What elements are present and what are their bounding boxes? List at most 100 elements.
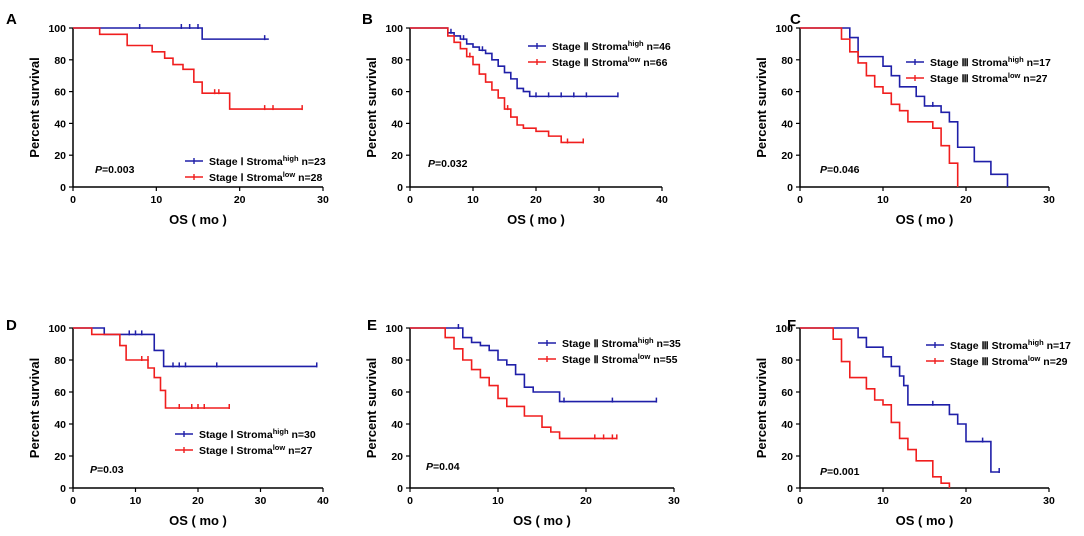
y-tick-label: 100 <box>48 23 66 35</box>
y-tick-label: 20 <box>54 451 66 463</box>
panel-c: C 0 20 40 60 80 100 0 10 20 30 OS ( mo ) Percent sur… <box>754 11 1055 227</box>
legend-label-low: Stage Ⅱ Stromalow n=55 <box>562 352 678 366</box>
y-tick-label: 80 <box>781 355 793 367</box>
legend-label-high: Stage Ⅰ Stromahigh n=30 <box>199 427 316 441</box>
x-tick-label: 20 <box>580 495 592 507</box>
y-tick-label: 100 <box>775 323 793 335</box>
x-axis-title: OS ( mo ) <box>169 513 227 528</box>
y-tick-label: 60 <box>391 387 403 399</box>
y-axis-title: Percent survival <box>27 57 42 157</box>
panel-letter: F <box>787 317 796 334</box>
y-tick-label: 100 <box>385 23 403 35</box>
x-tick-label: 40 <box>317 495 329 507</box>
legend-label-high: Stage Ⅱ Stromahigh n=35 <box>562 336 681 350</box>
legend-label-low: Stage Ⅲ Stromalow n=27 <box>930 71 1048 85</box>
x-tick-label: 40 <box>656 194 668 206</box>
x-tick-label: 0 <box>70 495 76 507</box>
legend-label-high: Stage Ⅲ Stromahigh n=17 <box>950 338 1071 352</box>
y-tick-label: 0 <box>787 182 793 194</box>
x-axis-title: OS ( mo ) <box>513 513 571 528</box>
p-value: P=0.003 <box>95 164 135 176</box>
panel-b: B 0 20 40 60 80 100 0 10 20 30 40 OS ( mo ) Percent s… <box>362 11 671 227</box>
survival-curve-low <box>800 327 951 488</box>
legend-label-low: Stage Ⅱ Stromalow n=66 <box>552 55 668 69</box>
survival-curve-high <box>73 27 269 40</box>
y-tick-label: 100 <box>48 323 66 335</box>
x-tick-label: 0 <box>407 194 413 206</box>
y-tick-label: 40 <box>54 118 66 130</box>
p-value: P=0.03 <box>90 464 124 476</box>
x-tick-label: 20 <box>192 495 204 507</box>
legend-label-high: Stage Ⅱ Stromahigh n=46 <box>552 39 671 53</box>
p-value: P=0.001 <box>820 466 860 478</box>
x-tick-label: 0 <box>797 495 803 507</box>
y-tick-label: 80 <box>781 55 793 67</box>
y-tick-label: 20 <box>54 150 66 162</box>
y-tick-label: 80 <box>391 355 403 367</box>
panel-letter: A <box>6 11 17 28</box>
survival-curve-low <box>410 27 584 144</box>
y-tick-label: 40 <box>391 118 403 130</box>
x-axis-title: OS ( mo ) <box>169 212 227 227</box>
p-value: P=0.032 <box>428 158 468 170</box>
x-tick-label: 10 <box>467 194 479 206</box>
y-tick-label: 0 <box>60 182 66 194</box>
y-tick-label: 60 <box>54 87 66 99</box>
y-tick-label: 60 <box>54 387 66 399</box>
survival-curve-high <box>800 327 1000 473</box>
survival-curve-low <box>800 27 959 187</box>
x-tick-label: 30 <box>255 495 267 507</box>
x-axis-title: OS ( mo ) <box>896 212 954 227</box>
panel-a: A 0 20 40 60 80 100 0 10 20 30 OS ( mo ) Percent sur… <box>6 11 329 227</box>
y-axis-title: Percent survival <box>754 358 769 458</box>
panel-letter: D <box>6 317 17 334</box>
y-tick-label: 0 <box>397 483 403 495</box>
y-tick-label: 20 <box>391 150 403 162</box>
y-axis-title: Percent survival <box>27 358 42 458</box>
y-tick-label: 60 <box>781 387 793 399</box>
x-tick-label: 0 <box>797 194 803 206</box>
y-tick-label: 100 <box>775 23 793 35</box>
legend-label-low: Stage Ⅲ Stromalow n=29 <box>950 354 1068 368</box>
survival-curve-high <box>800 27 1009 187</box>
panel-d: D 0 20 40 60 80 100 0 10 20 30 40 OS ( mo ) Percent s… <box>6 317 329 528</box>
y-tick-label: 40 <box>781 118 793 130</box>
x-tick-label: 10 <box>492 495 504 507</box>
x-tick-label: 10 <box>150 194 162 206</box>
x-tick-label: 20 <box>530 194 542 206</box>
x-tick-label: 30 <box>668 495 680 507</box>
survival-curve-low <box>73 27 303 110</box>
survival-curve-high <box>73 327 317 368</box>
x-tick-label: 30 <box>593 194 605 206</box>
x-tick-label: 20 <box>234 194 246 206</box>
x-tick-label: 30 <box>1043 495 1055 507</box>
y-tick-label: 20 <box>391 451 403 463</box>
legend-label-high: Stage Ⅰ Stromahigh n=23 <box>209 154 326 168</box>
panel-e: E 0 20 40 60 80 100 0 10 20 30 OS ( mo ) Percent sur… <box>364 317 681 528</box>
panel-letter: C <box>790 11 801 28</box>
x-axis-title: OS ( mo ) <box>507 212 565 227</box>
y-tick-label: 80 <box>391 55 403 67</box>
y-tick-label: 80 <box>54 355 66 367</box>
y-tick-label: 40 <box>781 419 793 431</box>
y-tick-label: 60 <box>391 87 403 99</box>
x-tick-label: 0 <box>70 194 76 206</box>
legend-label-low: Stage Ⅰ Stromalow n=27 <box>199 443 313 457</box>
x-tick-label: 20 <box>960 194 972 206</box>
x-tick-label: 0 <box>407 495 413 507</box>
y-tick-label: 20 <box>781 150 793 162</box>
y-axis-title: Percent survival <box>364 358 379 458</box>
survival-curve-low <box>73 327 230 409</box>
y-axis-title: Percent survival <box>754 57 769 157</box>
y-tick-label: 20 <box>781 451 793 463</box>
y-tick-label: 40 <box>54 419 66 431</box>
x-tick-label: 10 <box>877 194 889 206</box>
legend-label-high: Stage Ⅲ Stromahigh n=17 <box>930 55 1051 69</box>
y-tick-label: 80 <box>54 55 66 67</box>
panel-letter: B <box>362 11 373 28</box>
y-tick-label: 100 <box>385 323 403 335</box>
x-tick-label: 10 <box>130 495 142 507</box>
panel-letter: E <box>367 317 377 334</box>
y-tick-label: 0 <box>787 483 793 495</box>
